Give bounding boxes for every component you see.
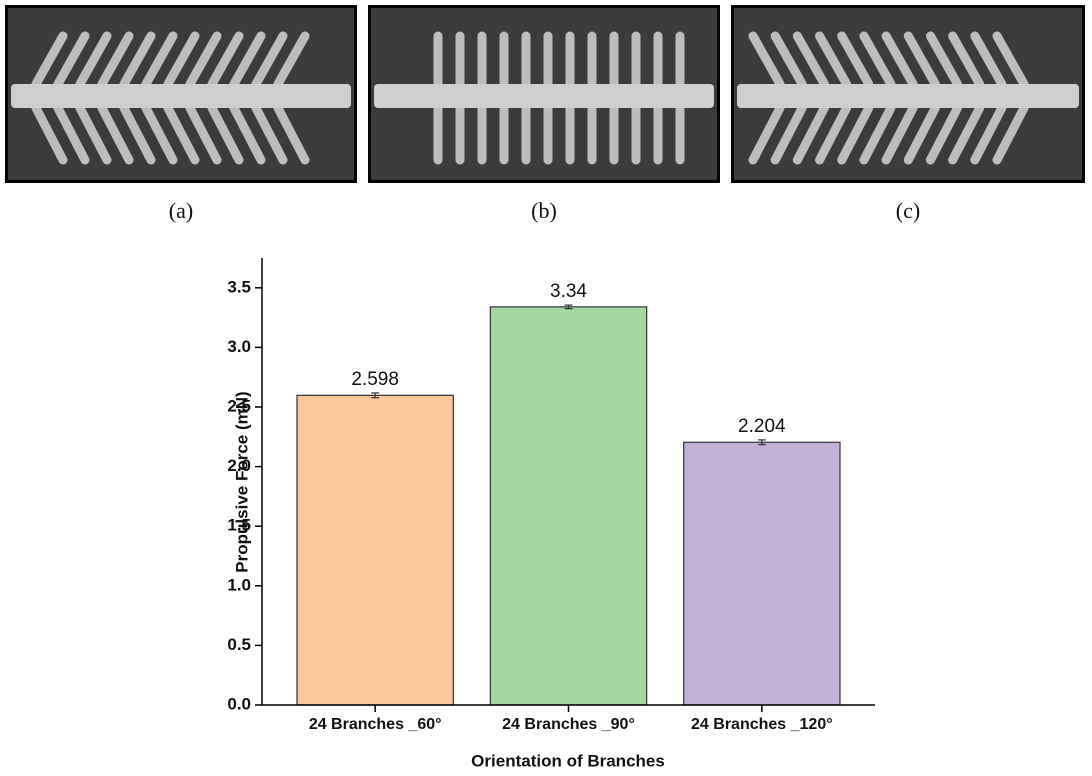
y-tick-label: 1.0 xyxy=(227,575,251,594)
caption: (c) xyxy=(896,198,920,223)
x-tick-label: 24 Branches _60° xyxy=(309,716,442,733)
bar xyxy=(490,307,646,705)
spine xyxy=(737,84,1079,108)
y-tick-label: 1.5 xyxy=(227,516,251,535)
photo xyxy=(733,7,1084,182)
y-tick-label: 0.0 xyxy=(227,694,251,713)
y-tick-label: 3.0 xyxy=(227,337,251,356)
photo xyxy=(370,7,719,182)
figure: Propulsive Force (mN) Orientation of Bra… xyxy=(0,0,1092,776)
value-label: 2.598 xyxy=(351,369,399,390)
caption: (a) xyxy=(169,198,193,223)
y-tick-label: 2.0 xyxy=(227,456,251,475)
caption: (b) xyxy=(531,198,557,223)
y-axis-label: Propulsive Force (mN) xyxy=(232,391,251,572)
spine xyxy=(11,84,351,108)
x-axis-label: Orientation of Branches xyxy=(471,751,665,770)
y-tick-label: 3.5 xyxy=(227,277,251,296)
value-label: 2.204 xyxy=(738,416,786,437)
y-tick-label: 0.5 xyxy=(227,635,251,654)
photo xyxy=(7,7,356,182)
spine xyxy=(374,84,714,108)
x-tick-label: 24 Branches _120° xyxy=(691,716,833,733)
bar xyxy=(297,395,453,705)
value-label: 3.34 xyxy=(550,281,587,302)
x-tick-label: 24 Branches _90° xyxy=(502,716,635,733)
y-tick-label: 2.5 xyxy=(227,396,251,415)
bar xyxy=(684,442,840,705)
